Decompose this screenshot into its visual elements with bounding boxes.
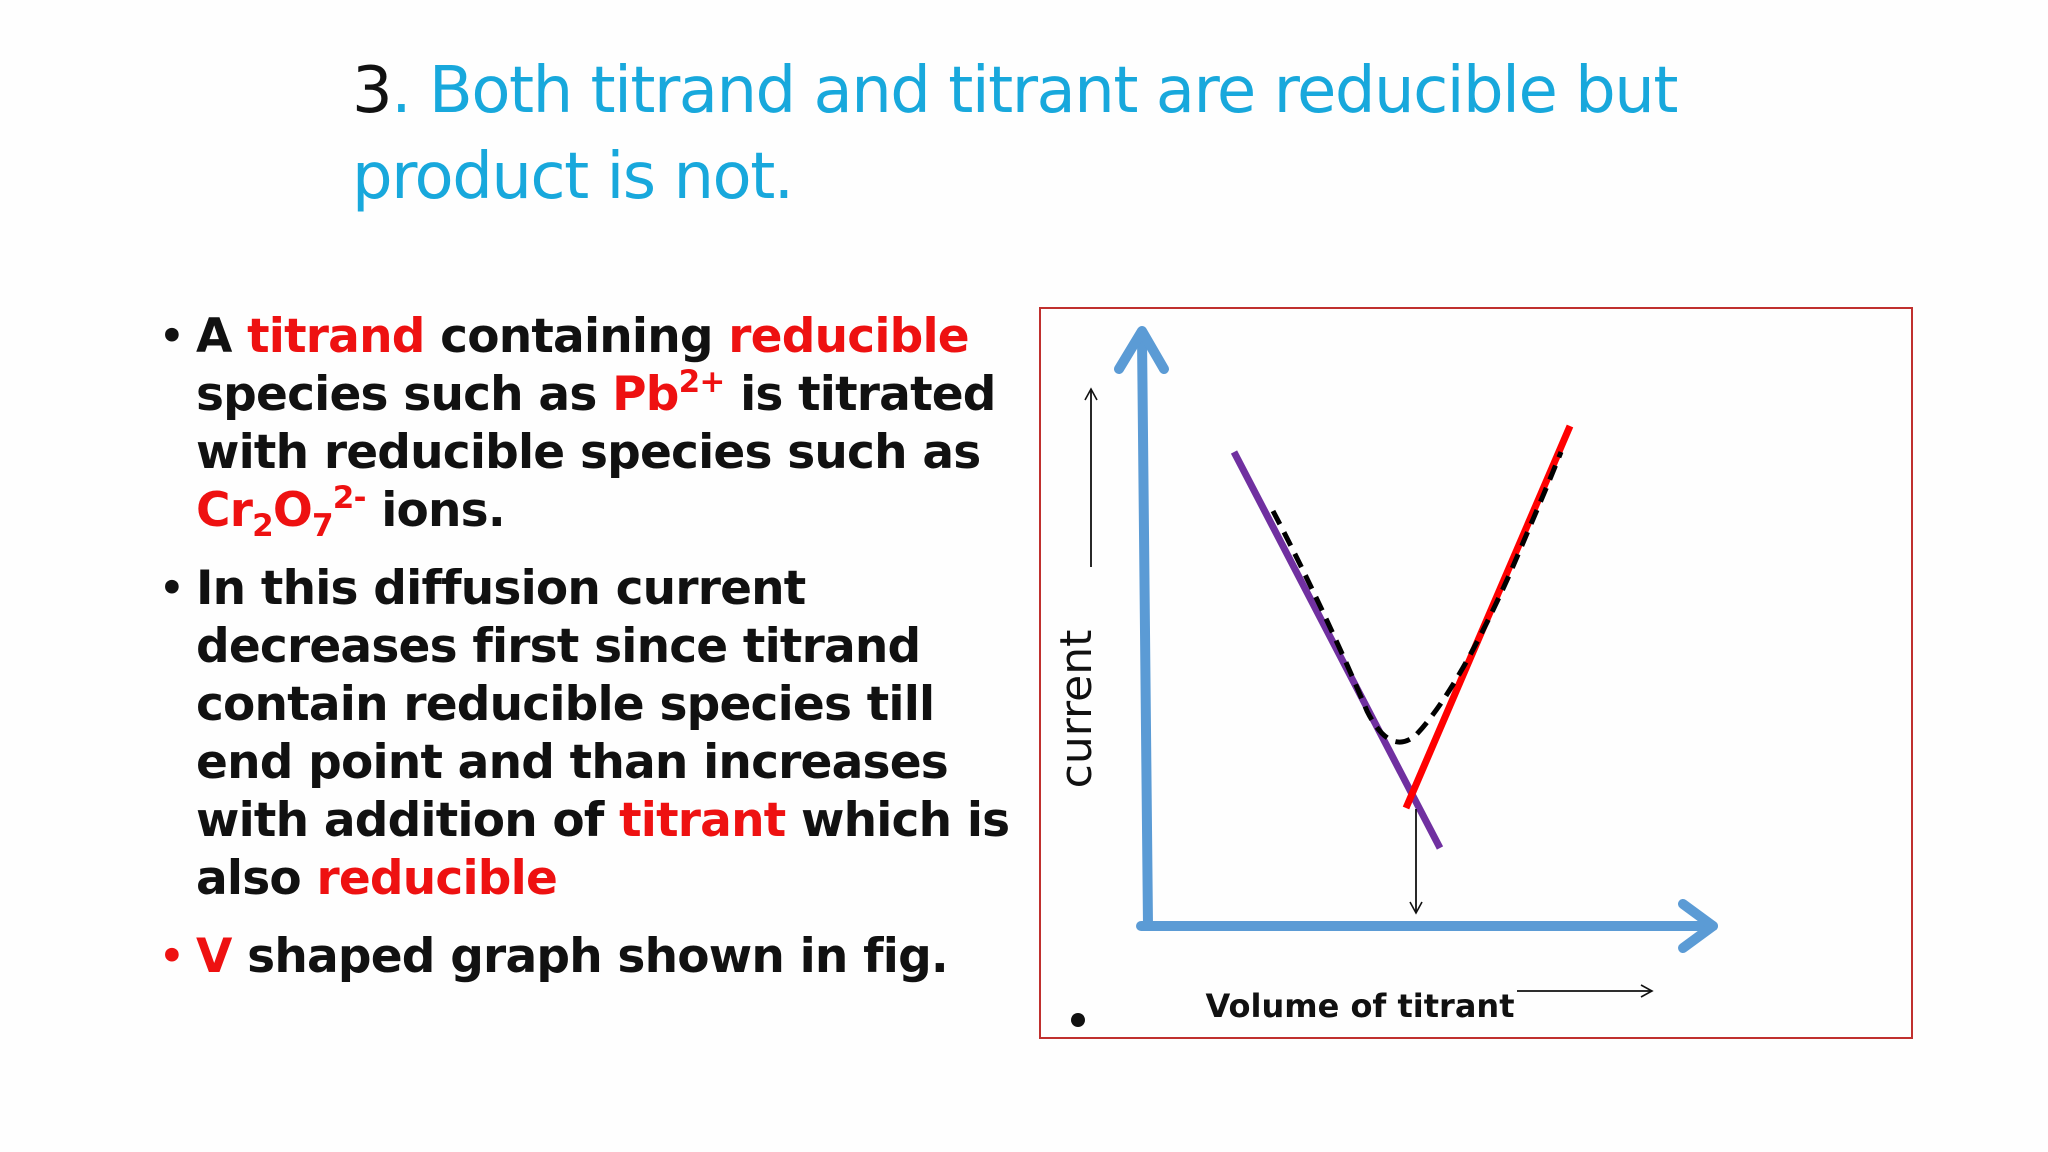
y-axis-arrowhead [1114,326,1169,374]
y-axis [1137,332,1153,931]
highlighted-term: Cr [196,483,253,538]
title-text: . Both titrand and titrant are reducible… [352,54,1678,214]
x-axis-label: Volume of titrant [1206,987,1515,1025]
highlighted-term: V [196,929,232,984]
slide-title: 3. Both titrand and titrant are reducibl… [352,48,1772,220]
highlighted-term: Pb [612,367,679,422]
bullet-list: • A titrand containing reducible species … [150,308,1030,986]
bullet-dot: • [158,309,186,364]
highlighted-term: titrand [247,309,425,364]
bullet-item: • In this diffusion current decreases fir… [150,560,1030,908]
highlighted-term: reducible [316,851,558,906]
highlighted-term: titrant [619,793,786,848]
bullet-text: containing [424,309,729,364]
highlighted-term: 7 [312,508,334,544]
bullet-text: shaped graph shown in fig. [231,929,949,984]
y-axis-label: current [1051,630,1102,789]
bullet-dot: • [158,929,186,984]
bullet-text: species such as [196,367,613,422]
highlighted-term: reducible [728,309,969,364]
title-number: 3 [352,54,393,128]
bullet-text: A [196,309,248,364]
highlighted-term: 2 [252,508,274,544]
titration-curve [1270,451,1564,745]
bullet-text: is titrated with reducible species such … [196,367,996,480]
x-axis-arrowhead [1678,899,1718,953]
amperometric-titration-graph: current Volume of titrant [1051,326,1718,1027]
highlighted-term: O [272,483,313,538]
ascending-line [1402,424,1574,810]
descending-line [1230,450,1444,850]
titration-figure: current Volume of titrant [1039,307,1913,1039]
bullet-dot: • [158,561,186,616]
bullet-text: In this diffusion current decreases firs… [196,561,949,848]
bullet-item: • V shaped graph shown in fig. [150,928,1030,986]
bullet-text: which is also [196,793,1010,906]
figure-bullet-dot [1071,1013,1085,1027]
bullet-item: • A titrand containing reducible species … [150,308,1030,542]
bullet-text: ions. [365,483,506,538]
highlighted-term: 2+ [678,364,726,400]
highlighted-term: 2- [332,480,367,516]
